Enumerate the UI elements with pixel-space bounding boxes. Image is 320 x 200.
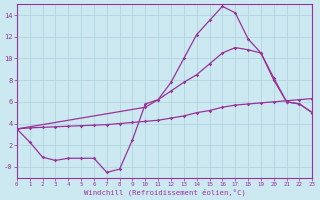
X-axis label: Windchill (Refroidissement éolien,°C): Windchill (Refroidissement éolien,°C) (84, 188, 245, 196)
